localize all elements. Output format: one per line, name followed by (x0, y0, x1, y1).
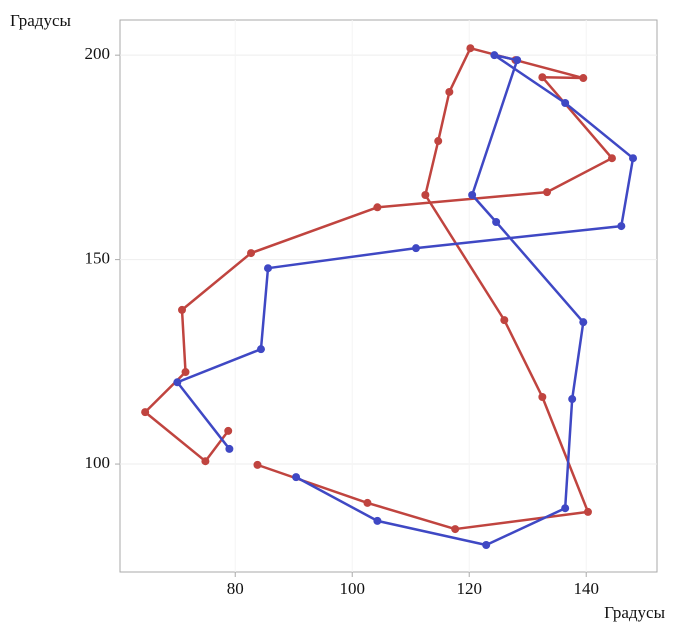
x-tick-label: 80 (227, 579, 244, 598)
data-point (568, 395, 577, 404)
series-line (176, 53, 635, 547)
data-point (617, 222, 626, 231)
x-tick-label: 100 (339, 579, 365, 598)
data-point (263, 264, 272, 273)
data-point (607, 154, 616, 163)
data-point (292, 473, 301, 482)
x-tick-label: 120 (456, 579, 482, 598)
data-point (181, 368, 190, 377)
data-point (434, 137, 443, 146)
data-point (373, 203, 382, 212)
data-point (451, 525, 460, 534)
data-point (561, 99, 570, 108)
x-axis-label: Градусы (604, 603, 665, 622)
data-point (579, 74, 588, 83)
data-point (482, 541, 491, 550)
data-point (178, 305, 187, 314)
x-tick-label: 140 (573, 579, 599, 598)
data-point (411, 244, 420, 253)
data-point (543, 188, 552, 197)
data-point (490, 51, 499, 60)
data-point (579, 318, 588, 327)
y-tick-label: 200 (85, 44, 111, 63)
data-point (445, 87, 454, 96)
data-point (253, 460, 262, 469)
data-point (421, 191, 430, 200)
plot-frame (119, 19, 658, 573)
data-point (492, 217, 501, 226)
data-point (538, 392, 547, 401)
data-point (173, 378, 182, 387)
data-point (363, 498, 372, 507)
y-tick-label: 100 (85, 453, 111, 472)
data-point (225, 444, 234, 453)
data-point (500, 316, 509, 325)
data-point (513, 56, 522, 65)
series-line (143, 46, 614, 531)
data-point (373, 516, 382, 525)
data-point (538, 73, 547, 82)
y-axis-label: Градусы (10, 11, 71, 30)
data-point (256, 345, 265, 354)
data-point (201, 457, 210, 466)
data-point (224, 426, 233, 435)
data-point (561, 504, 570, 513)
y-tick-label: 150 (85, 249, 111, 268)
data-point (141, 408, 150, 417)
data-point (468, 191, 477, 200)
data-point (247, 249, 256, 258)
data-point (466, 44, 475, 53)
data-point (583, 507, 592, 516)
data-point (629, 154, 638, 163)
